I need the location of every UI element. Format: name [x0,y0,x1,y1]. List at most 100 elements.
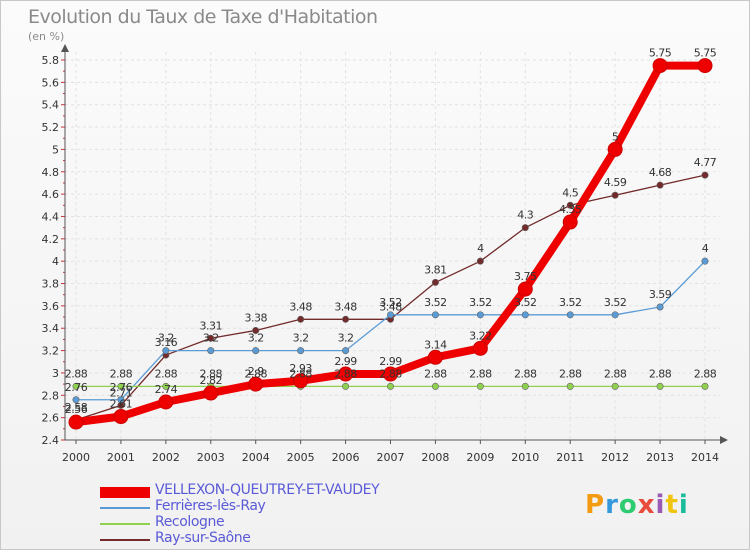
line-chart: 2.4 2.6 2.8 3 3.2 3.4 3.6 3.8 4 4.2 4.4 4.6 4.8 5 5.2 5… [42,44,728,464]
y-tick-label: 2.6 [42,412,60,425]
data-label-1: 3.52 [604,296,627,309]
data-point-0 [203,385,219,401]
data-point-2 [476,382,484,390]
data-label-0: 5.75 [694,47,717,60]
x-tick-label: 2012 [601,451,629,464]
data-point-2 [521,382,529,390]
data-point-3 [611,191,619,199]
data-point-1 [342,347,350,355]
data-label-2: 2.88 [155,367,178,380]
data-point-3 [252,326,260,334]
data-point-2 [656,382,664,390]
data-point-2 [72,382,80,390]
x-tick-label: 2003 [197,451,225,464]
data-label-0: 3.22 [469,329,492,342]
data-point-3 [297,315,305,323]
data-label-3: 4.5 [562,186,578,199]
y-tick-label: 3 [52,367,59,380]
x-tick-label: 2009 [466,451,494,464]
data-label-2: 2.88 [379,367,402,380]
data-point-2 [386,382,394,390]
data-label-2: 2.88 [469,367,492,380]
data-label-0: 2.61 [110,398,133,411]
data-point-0 [158,394,174,410]
y-tick-label: 2.8 [42,389,60,402]
legend-swatch-ferrieres [100,507,150,509]
data-label-2: 2.88 [110,367,133,380]
x-tick-label: 2002 [152,451,180,464]
x-tick-label: 2005 [287,451,315,464]
y-tick-label: 3.6 [42,300,60,313]
data-point-1 [162,347,170,355]
y-tick-label: 5.2 [42,121,60,134]
x-tick-label: 2004 [242,451,270,464]
data-label-3: 3.48 [334,300,357,313]
data-point-1 [566,311,574,319]
data-label-0: 3.14 [424,338,447,351]
data-label-2: 2.88 [649,367,672,380]
data-point-3 [476,257,484,265]
legend-label-recologne: Recologne [155,514,225,530]
x-tick-label: 2011 [556,451,584,464]
y-tick-label: 5 [52,143,59,156]
chart-title: Evolution du Taux de Taxe d'Habitation [28,6,378,28]
data-point-2 [117,382,125,390]
data-label-2: 2.88 [65,367,88,380]
data-point-3 [566,201,574,209]
data-label-0: 2.82 [200,374,223,387]
data-point-1 [207,347,215,355]
data-point-1 [476,311,484,319]
data-point-1 [431,311,439,319]
data-label-0: 5 [612,130,619,143]
data-point-0 [113,409,129,425]
data-point-0 [517,281,533,297]
data-label-2: 2.88 [200,367,223,380]
data-label-1: 3.52 [469,296,492,309]
data-label-3: 3.81 [424,263,447,276]
data-label-0: 2.56 [65,403,88,416]
data-point-1 [297,347,305,355]
legend-item-ray: Ray-sur-Saône [100,530,430,548]
data-label-1: 4 [702,242,709,255]
data-label-2: 2.88 [424,367,447,380]
y-axis-arrow [61,44,69,52]
data-label-0: 2.74 [155,383,178,396]
y-tick-label: 5.4 [42,99,60,112]
y-tick-label: 5.6 [42,76,60,89]
y-tick-label: 5.8 [42,54,60,67]
data-label-3: 4.3 [517,209,533,222]
data-label-2: 2.88 [289,367,312,380]
data-point-2 [701,382,709,390]
data-label-1: 3.52 [514,296,537,309]
data-point-0 [697,58,713,74]
legend-swatch-vellexon [100,487,150,498]
data-label-0: 5.75 [649,47,672,60]
data-label-1: 3.52 [559,296,582,309]
data-label-3: 4.59 [604,176,627,189]
data-point-0 [607,141,623,157]
data-point-0 [472,340,488,356]
legend-swatch-ray [100,539,150,541]
x-tick-label: 2013 [646,451,674,464]
data-label-2: 2.88 [334,367,357,380]
y-tick-label: 3.8 [42,278,60,291]
data-label-1: 3.59 [649,288,672,301]
data-label-0: 2.9 [248,365,264,378]
data-label-0: 2.99 [379,355,402,368]
data-point-3 [207,334,215,342]
legend-item-ferrieres: Ferrières-lès-Ray [100,498,430,516]
data-point-0 [338,366,354,382]
data-label-0: 4.35 [559,203,582,216]
data-point-0 [68,414,84,430]
data-label-0: 2.99 [334,355,357,368]
proxiti-logo: Proxiti [585,490,689,520]
data-label-3: 2.58 [65,401,88,414]
data-point-2 [162,382,170,390]
y-tick-label: 4.6 [42,188,60,201]
legend-item-vellexon: VELLEXON-QUEUTREY-ET-VAUDEY [100,482,430,500]
data-label-3: 2.71 [110,386,133,399]
data-point-2 [611,382,619,390]
y-tick-label: 4.4 [42,210,60,223]
x-tick-label: 2008 [421,451,449,464]
legend-label-vellexon: VELLEXON-QUEUTREY-ET-VAUDEY [155,482,380,498]
